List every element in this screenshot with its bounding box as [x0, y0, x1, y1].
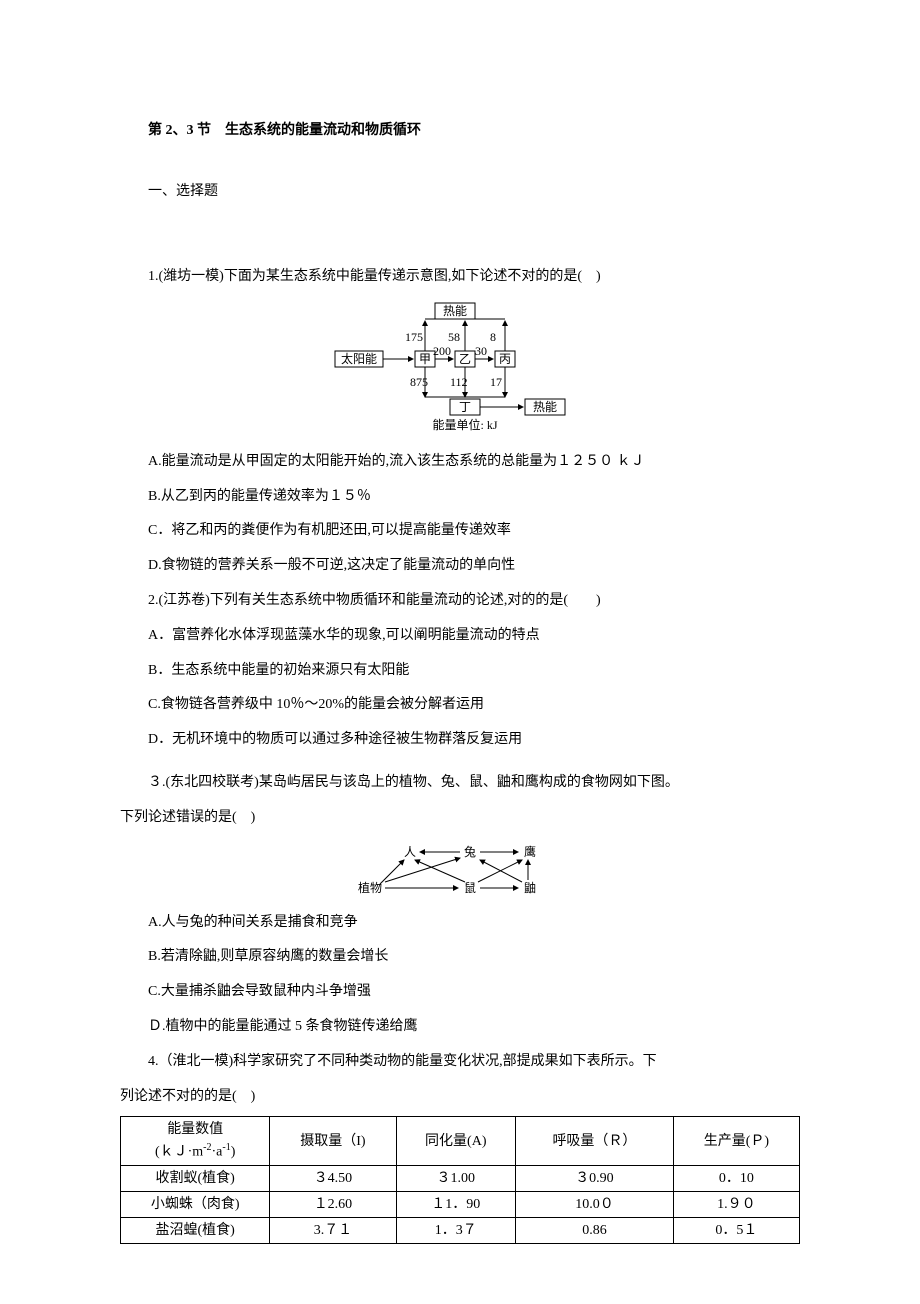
- svg-text:鹰: 鹰: [524, 844, 536, 859]
- svg-text:200: 200: [433, 344, 451, 358]
- q1-optA: A.能量流动是从甲固定的太阳能开始的,流入该生态系统的总能量为１２５０ ｋＪ: [120, 447, 800, 478]
- q2-optA: A．富营养化水体浮现蓝藻水华的现象,可以阐明能量流动的特点: [120, 621, 800, 652]
- q3-stem-a: ３.(东北四校联考)某岛屿居民与该岛上的植物、兔、鼠、鼬和鹰构成的食物网如下图。: [120, 768, 800, 799]
- q1-optD: D.食物链的营养关系一般不可逆,这决定了能量流动的单向性: [120, 551, 800, 582]
- q2-stem: 2.(江苏卷)下列有关生态系统中物质循环和能量流动的论述,对的的是( ): [120, 586, 800, 617]
- q3-optD: Ｄ.植物中的能量能通过 5 条食物链传递给鹰: [120, 1012, 800, 1043]
- q3-optC: C.大量捕杀鼬会导致鼠种内斗争增强: [120, 977, 800, 1008]
- table-row: 小蜘蛛（肉食)１2.60１1．9010.0０1.９０: [121, 1192, 800, 1218]
- svg-text:鼠: 鼠: [464, 881, 476, 895]
- svg-text:植物: 植物: [358, 880, 382, 895]
- svg-text:丙: 丙: [499, 352, 511, 366]
- svg-text:30: 30: [475, 344, 487, 358]
- sub-title: 一、选择题: [120, 181, 800, 202]
- svg-text:8: 8: [490, 330, 496, 344]
- svg-text:丁: 丁: [459, 400, 471, 414]
- q4-stem-b: 列论述不对的的是( ): [120, 1082, 800, 1113]
- table-row: 盐沼蝗(植食)3.７１1．3７0.860．5１: [121, 1218, 800, 1244]
- svg-text:热能: 热能: [533, 400, 557, 414]
- th-energy: 能量数值 (ｋＪ·m-2·a-1): [121, 1117, 270, 1166]
- energy-table: 能量数值 (ｋＪ·m-2·a-1) 摄取量（I) 同化量(A) 呼吸量（Ｒ） 生…: [120, 1116, 800, 1244]
- q2-optB: B．生态系统中能量的初始来源只有太阳能: [120, 656, 800, 687]
- energy-flow-diagram: 热能 175 58 8 太阳能 甲 200 乙 30 丙 875 112 17 …: [325, 301, 595, 441]
- q3-optA: A.人与兔的种间关系是捕食和竞争: [120, 908, 800, 939]
- q3-optB: B.若清除鼬,则草原容纳鹰的数量会增长: [120, 942, 800, 973]
- th-intake: 摄取量（I): [270, 1117, 396, 1166]
- q1-optB: B.从乙到丙的能量传递效率为１５％: [120, 482, 800, 513]
- svg-text:人: 人: [404, 845, 416, 859]
- th-resp: 呼吸量（Ｒ）: [516, 1117, 674, 1166]
- svg-text:鼬: 鼬: [524, 880, 536, 895]
- q2-optD: D．无机环境中的物质可以通过多种途径被生物群落反复运用: [120, 725, 800, 756]
- svg-text:能量单位: kJ: 能量单位: kJ: [432, 417, 497, 432]
- svg-text:兔: 兔: [464, 844, 476, 859]
- svg-text:太阳能: 太阳能: [341, 351, 377, 366]
- table-row: 收割蚁(植食)３4.50３1.00３0.900．10: [121, 1166, 800, 1192]
- q1-stem: 1.(潍坊一模)下面为某生态系统中能量传递示意图,如下论述不对的的是( ): [120, 262, 800, 293]
- svg-text:甲: 甲: [419, 352, 431, 366]
- svg-text:热能: 热能: [443, 304, 467, 318]
- th-assim: 同化量(A): [396, 1117, 516, 1166]
- q4-stem-a: 4.（淮北一模)科学家研究了不同种类动物的能量变化状况,部提成果如下表所示。下: [120, 1047, 800, 1078]
- svg-text:17: 17: [490, 375, 502, 389]
- q2-optC: C.食物链各营养级中 10％～20%的能量会被分解者运用: [120, 690, 800, 721]
- section-title: 第 2、3 节 生态系统的能量流动和物质循环: [120, 120, 800, 141]
- th-prod: 生产量(Ｐ): [673, 1117, 799, 1166]
- table-header-row: 能量数值 (ｋＪ·m-2·a-1) 摄取量（I) 同化量(A) 呼吸量（Ｒ） 生…: [121, 1117, 800, 1166]
- page: 第 2、3 节 生态系统的能量流动和物质循环 一、选择题 1.(潍坊一模)下面为…: [0, 0, 920, 1304]
- q1-optC: C．将乙和丙的粪便作为有机肥还田,可以提高能量传递效率: [120, 516, 800, 547]
- q3-stem-b: 下列论述错误的是( ): [120, 803, 800, 834]
- svg-text:乙: 乙: [459, 352, 471, 366]
- svg-text:58: 58: [448, 330, 460, 344]
- food-web-diagram: 人 兔 鹰 植物 鼠 鼬: [350, 842, 570, 902]
- svg-text:175: 175: [405, 330, 423, 344]
